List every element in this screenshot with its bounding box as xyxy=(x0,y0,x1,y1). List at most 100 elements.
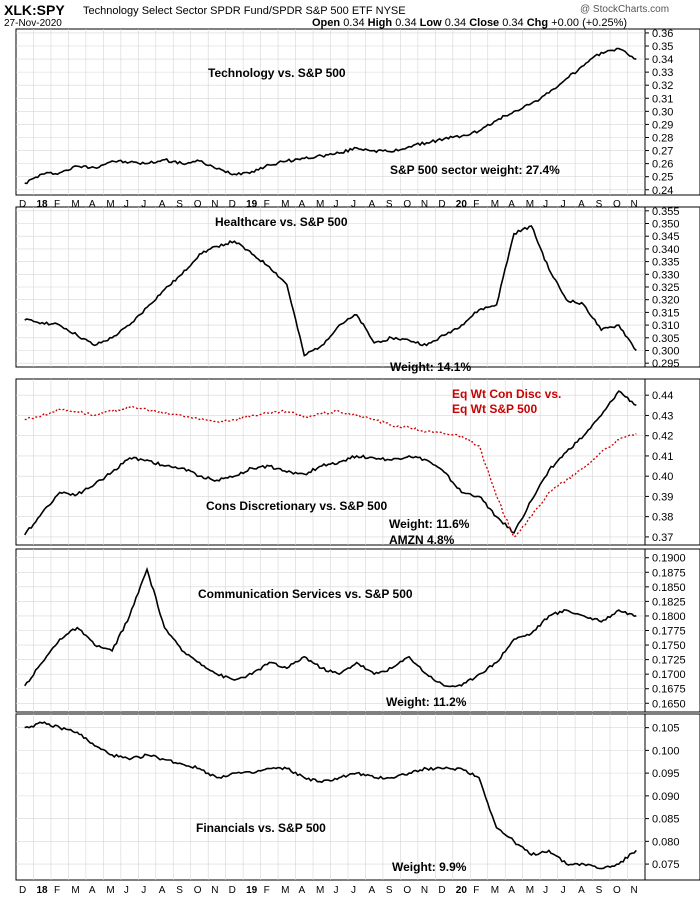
open-value: 0.34 xyxy=(343,17,365,29)
y-axis-frame xyxy=(644,378,700,546)
x-tick-label: N xyxy=(421,199,428,210)
x-tick-label: O xyxy=(403,199,411,210)
change-value: +0.00 (+0.25%) xyxy=(551,17,628,29)
close-value: 0.34 xyxy=(502,17,524,29)
x-tick-label: D xyxy=(19,885,26,896)
x-tick-label: D xyxy=(229,885,236,896)
x-tick-label: M xyxy=(526,885,534,896)
y-axis-frame xyxy=(644,713,700,881)
x-tick-label: N xyxy=(421,885,428,896)
ticker-description: Technology Select Sector SPDR Fund/SPDR … xyxy=(83,5,406,17)
x-tick-label: M xyxy=(106,199,114,210)
x-tick-label: D xyxy=(19,199,26,210)
y-tick-label: 0.325 xyxy=(652,282,680,294)
panel-title: Cons Discretionary vs. S&P 500 xyxy=(206,499,388,513)
y-tick-label: 0.30 xyxy=(652,106,673,118)
x-tick-label: N xyxy=(631,199,638,210)
y-tick-label: 0.305 xyxy=(652,333,680,345)
y-tick-label: 0.310 xyxy=(652,320,680,332)
x-tick-label: D xyxy=(229,199,236,210)
x-tick-label: M xyxy=(106,885,114,896)
y-tick-label: 0.315 xyxy=(652,307,680,319)
x-tick-label: A xyxy=(89,885,96,896)
x-tick-label: A xyxy=(89,199,96,210)
x-tick-label: M xyxy=(316,199,324,210)
x-tick-label: N xyxy=(631,885,638,896)
panel-annotation: S&P 500 sector weight: 27.4% xyxy=(390,163,560,177)
series-line xyxy=(24,225,637,357)
x-tick-label: S xyxy=(386,885,393,896)
x-tick-label: M xyxy=(491,885,499,896)
x-tick-label: F xyxy=(54,199,60,210)
ohlc-readout: Open 0.34 High 0.34 Low 0.34 Close 0.34 … xyxy=(312,17,627,29)
x-tick-label: 18 xyxy=(36,885,48,896)
x-tick-label: J xyxy=(543,199,548,210)
close-label: Close xyxy=(469,17,500,29)
y-tick-label: 0.090 xyxy=(652,791,680,803)
y-tick-label: 0.100 xyxy=(652,745,680,757)
series-line xyxy=(24,566,637,688)
x-tick-label: F xyxy=(473,199,479,210)
x-tick-label: J xyxy=(141,199,146,210)
y-tick-label: 0.24 xyxy=(652,185,673,197)
x-tick-label: J xyxy=(141,885,146,896)
x-tick-label: 20 xyxy=(456,885,468,896)
y-tick-label: 0.28 xyxy=(652,132,673,144)
chart-date: 27-Nov-2020 xyxy=(4,18,62,29)
source-credit: @ StockCharts.com xyxy=(580,4,670,15)
x-tick-label: J xyxy=(561,885,566,896)
x-tick-label: M xyxy=(526,199,534,210)
x-tick-label: J xyxy=(351,885,356,896)
y-tick-label: 0.300 xyxy=(652,345,680,357)
series-line xyxy=(24,390,637,536)
panel-annotation: AMZN 4.8% xyxy=(389,533,455,547)
y-tick-label: 0.355 xyxy=(652,206,680,218)
x-tick-label: 19 xyxy=(246,885,258,896)
y-tick-label: 0.295 xyxy=(652,358,680,370)
x-tick-label: D xyxy=(438,885,445,896)
y-tick-label: 0.340 xyxy=(652,244,680,256)
x-tick-label: O xyxy=(613,199,621,210)
x-tick-label: F xyxy=(264,885,270,896)
y-tick-label: 0.1700 xyxy=(652,669,686,681)
x-tick-label: A xyxy=(299,885,306,896)
series-line-eqwt xyxy=(24,405,637,538)
x-tick-label: F xyxy=(264,199,270,210)
x-tick-label: J xyxy=(334,199,339,210)
series-line xyxy=(24,47,637,185)
y-tick-label: 0.105 xyxy=(652,723,680,735)
high-label: High xyxy=(367,17,393,29)
y-tick-label: 0.44 xyxy=(652,390,673,402)
x-tick-label: O xyxy=(613,885,621,896)
x-tick-label: 18 xyxy=(36,199,48,210)
x-tick-label: A xyxy=(299,199,306,210)
y-tick-label: 0.42 xyxy=(652,431,673,443)
x-tick-label: O xyxy=(403,885,411,896)
y-axis-frame xyxy=(644,28,700,196)
panel-title: Communication Services vs. S&P 500 xyxy=(198,587,413,601)
x-tick-label: D xyxy=(438,199,445,210)
x-tick-label: F xyxy=(473,885,479,896)
high-value: 0.34 xyxy=(395,17,417,29)
y-tick-label: 0.1775 xyxy=(652,626,686,638)
x-tick-label: A xyxy=(578,199,585,210)
x-tick-label: S xyxy=(386,199,393,210)
y-tick-label: 0.29 xyxy=(652,119,673,131)
x-tick-label: N xyxy=(211,885,218,896)
x-tick-label: M xyxy=(281,199,289,210)
x-tick-label: A xyxy=(508,885,515,896)
x-tick-label: J xyxy=(124,199,129,210)
series-line xyxy=(24,721,637,870)
panel-annotation: Weight: 9.9% xyxy=(392,860,467,874)
x-tick-label: O xyxy=(194,885,202,896)
y-tick-label: 0.35 xyxy=(652,41,673,53)
x-tick-label: A xyxy=(508,199,515,210)
x-tick-label: J xyxy=(334,885,339,896)
x-tick-label: 19 xyxy=(246,199,258,210)
y-tick-label: 0.330 xyxy=(652,269,680,281)
y-tick-label: 0.1725 xyxy=(652,655,686,667)
x-tick-label: S xyxy=(176,885,183,896)
y-tick-label: 0.345 xyxy=(652,231,680,243)
